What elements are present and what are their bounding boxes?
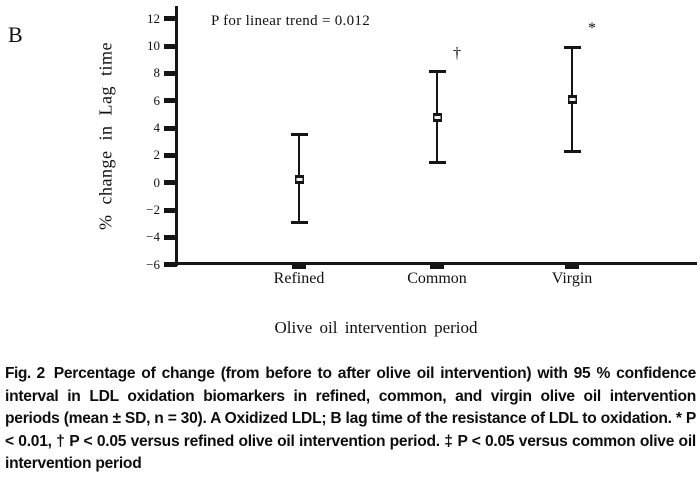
- y-tick-label: 2: [153, 147, 161, 163]
- error-bar-cap-bottom: [290, 220, 308, 224]
- y-tick-mark: [164, 207, 177, 213]
- x-tick-label: Virgin: [551, 270, 593, 287]
- y-tick-label: −4: [146, 229, 160, 245]
- x-tick-label: Common: [407, 270, 467, 287]
- error-bar-cap-top: [563, 45, 581, 49]
- mean-marker-virgin: [567, 94, 577, 104]
- x-axis-line: [175, 262, 697, 265]
- y-tick-mark: [164, 43, 177, 49]
- error-bar-cap-bottom: [563, 149, 581, 153]
- caption-figure-label: Fig. 2: [5, 365, 45, 382]
- lag-time-chart: B % change in Lag time P for linear tren…: [8, 6, 697, 337]
- x-tick-label: Refined: [273, 270, 325, 287]
- caption-text-1: Percentage of change (from before to aft…: [5, 365, 696, 427]
- y-tick-label: 0: [153, 174, 161, 190]
- y-tick-mark: [164, 234, 177, 240]
- caption-panel-a-label: A: [210, 410, 221, 427]
- error-bar-cap-top: [290, 133, 308, 137]
- y-tick-mark: [164, 180, 177, 186]
- y-tick-label: 8: [153, 65, 161, 81]
- mean-marker-common: [432, 112, 442, 122]
- mean-marker-refined: [294, 175, 304, 185]
- y-tick-label: −6: [146, 256, 160, 272]
- y-tick-mark: [164, 16, 177, 22]
- y-tick-mark: [164, 98, 177, 104]
- y-tick-mark: [164, 125, 177, 131]
- significance-mark-virgin: *: [588, 20, 596, 38]
- caption-text-2: Oxidized LDL;: [220, 410, 331, 427]
- y-tick-mark: [164, 262, 177, 268]
- figure-caption: Fig. 2 Percentage of change (from before …: [5, 363, 696, 476]
- y-tick-label: 4: [153, 120, 161, 136]
- x-tick-mark: [565, 265, 579, 269]
- y-tick-mark: [164, 70, 177, 76]
- caption-panel-b-label: B: [330, 410, 342, 427]
- y-tick-label: −2: [146, 202, 160, 218]
- y-axis-title: % change in Lag time: [95, 42, 116, 230]
- x-tick-mark: [430, 265, 444, 269]
- error-bar-cap-bottom: [428, 160, 446, 164]
- trend-annotation: P for linear trend = 0.012: [211, 13, 371, 29]
- y-axis-line: [175, 6, 178, 266]
- y-tick-label: 10: [147, 38, 160, 53]
- error-bar-cap-top: [428, 70, 446, 74]
- caption-text-3: lag time of the resistance of LDL to oxi…: [5, 410, 696, 472]
- x-axis-title: Olive oil intervention period: [274, 318, 478, 337]
- significance-mark-common: †: [453, 44, 461, 62]
- y-tick-label: 12: [147, 10, 160, 26]
- y-tick-mark: [164, 152, 177, 158]
- y-tick-label: 6: [153, 92, 161, 108]
- panel-label-b: B: [8, 22, 23, 47]
- x-tick-mark: [292, 265, 306, 269]
